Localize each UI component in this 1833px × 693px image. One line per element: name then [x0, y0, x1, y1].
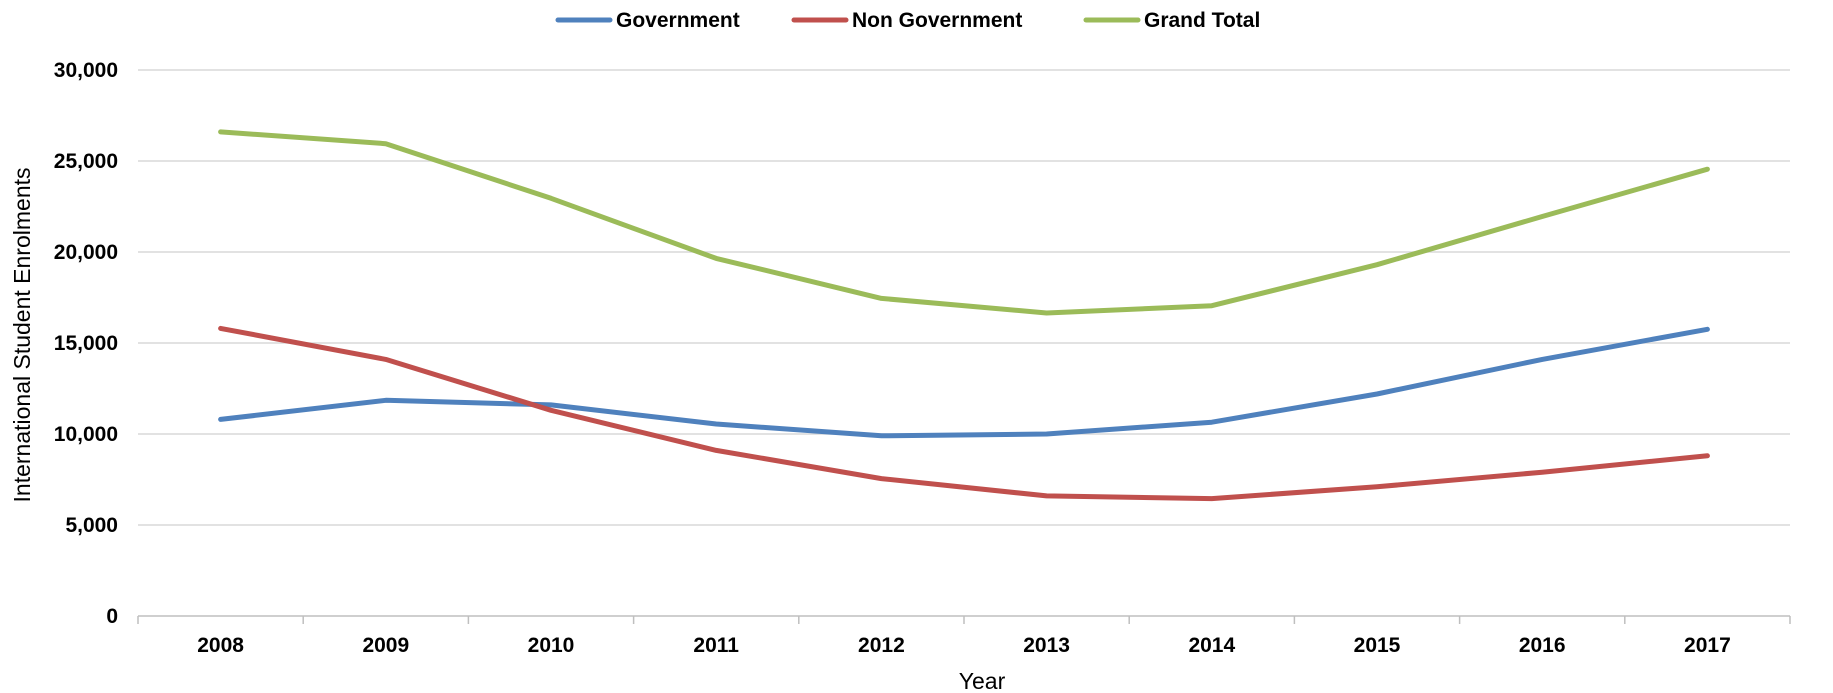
series-lines — [221, 132, 1708, 499]
y-tick-label: 10,000 — [54, 423, 118, 446]
x-axis-title: Year — [959, 668, 1006, 693]
x-tick-label: 2012 — [858, 634, 905, 657]
y-tick-label: 20,000 — [54, 241, 118, 264]
x-tick-label: 2015 — [1354, 634, 1401, 657]
legend-label-non-government: Non Government — [852, 9, 1022, 32]
x-axis: 2008 2009 2010 2011 2012 2013 2014 2015 2016 2017 — [138, 616, 1790, 657]
y-axis-ticks: 0 5,000 10,000 15,000 20,000 25,000 30,000 — [54, 59, 118, 628]
series-line-government — [221, 329, 1708, 436]
x-tick-label: 2016 — [1519, 634, 1566, 657]
legend-label-grand-total: Grand Total — [1144, 9, 1260, 32]
series-line-grand-total — [221, 132, 1708, 313]
y-tick-label: 5,000 — [65, 514, 118, 537]
y-axis-title: International Student Enrolments — [9, 168, 35, 503]
y-tick-label: 0 — [106, 605, 118, 628]
legend: Government Non Government Grand Total — [558, 9, 1260, 32]
y-tick-label: 15,000 — [54, 332, 118, 355]
gridlines — [138, 70, 1790, 525]
y-tick-label: 30,000 — [54, 59, 118, 82]
x-tick-label: 2009 — [362, 634, 409, 657]
x-tick-label: 2017 — [1684, 634, 1731, 657]
x-tick-label: 2014 — [1188, 634, 1235, 657]
x-tick-label: 2010 — [528, 634, 575, 657]
y-tick-label: 25,000 — [54, 150, 118, 173]
series-line-non-government — [221, 328, 1708, 498]
x-tick-label: 2013 — [1023, 634, 1070, 657]
x-tick-label: 2011 — [693, 634, 739, 657]
x-tick-label: 2008 — [197, 634, 244, 657]
legend-label-government: Government — [616, 9, 740, 32]
